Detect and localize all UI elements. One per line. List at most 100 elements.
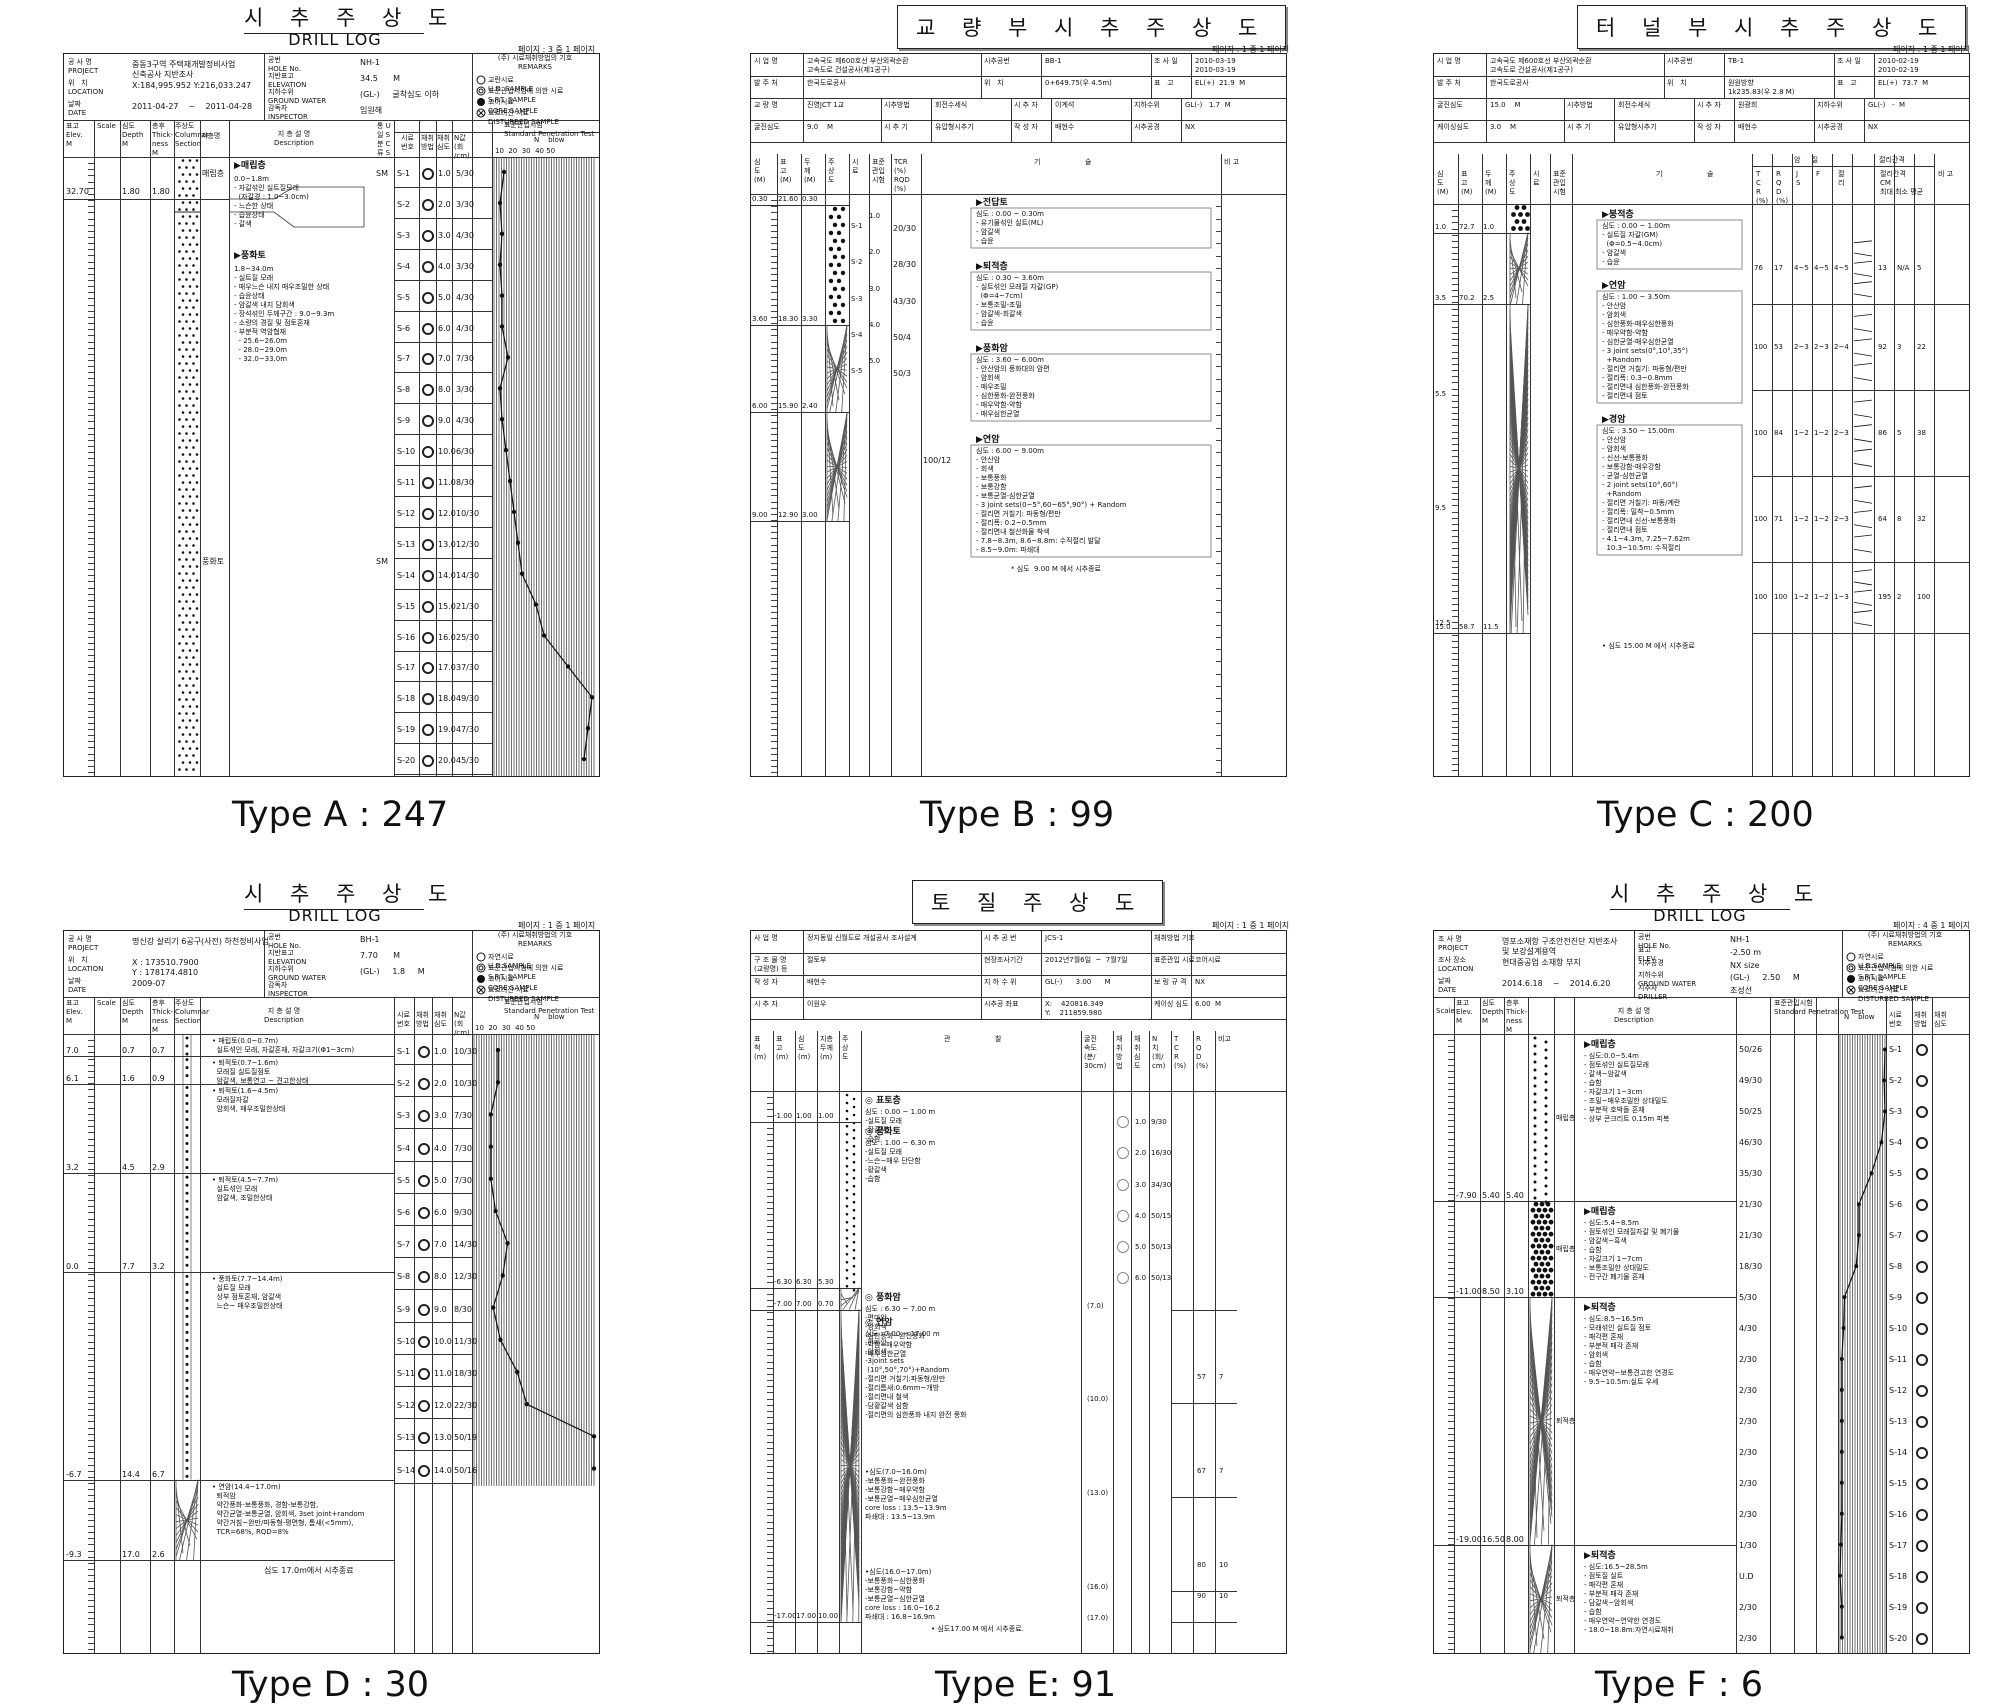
columnar-pattern — [178, 180, 181, 183]
column-header: 표 척 (m) — [754, 1035, 767, 1061]
columnar-pattern — [195, 593, 199, 596]
scale-tick — [88, 1359, 94, 1361]
core-run-value: 1~2 — [1814, 514, 1829, 523]
gravel-pattern — [1536, 1267, 1542, 1273]
scale-tick — [771, 452, 777, 454]
scale-tick — [771, 421, 777, 423]
column-header: 주 상 도 — [1509, 170, 1516, 196]
scale-tick — [88, 175, 94, 177]
scale-tick — [767, 1103, 773, 1105]
gravel-pattern — [1536, 1219, 1542, 1225]
legend-label: 교란시료 U.D. SAMPLE — [488, 76, 534, 93]
header-key: 감독자 INSPECTOR — [268, 104, 308, 121]
scale-tick — [1448, 1470, 1454, 1472]
scale-tick — [1452, 628, 1458, 630]
scale-tick — [767, 1380, 773, 1382]
rock-hatch — [175, 1493, 191, 1547]
layer-thickness: 0.9 — [152, 1073, 165, 1083]
core-run-depth: (17.0) — [1087, 1613, 1109, 1622]
scale-tick — [1452, 677, 1458, 679]
columnar-pattern — [185, 488, 188, 491]
columnar-pattern — [185, 1410, 189, 1414]
sample-row-line — [394, 1160, 472, 1162]
spt-sample-icon — [422, 415, 434, 428]
scale-tick — [1448, 1482, 1454, 1484]
scale-tick — [1448, 1200, 1454, 1202]
header-value: 이계석 — [1055, 101, 1075, 109]
layer-depth: 3.60 — [752, 314, 768, 323]
remark-tick — [1216, 427, 1222, 429]
columnar-pattern — [185, 320, 188, 323]
rock-hatch — [840, 1309, 860, 1622]
sample-depth: 5.0 — [438, 292, 451, 302]
scale-tick — [771, 698, 777, 700]
scale-tick — [1448, 1138, 1454, 1140]
scale-tick — [88, 1538, 94, 1540]
rule-line — [1864, 120, 1865, 142]
col-scale: Scale — [97, 999, 116, 1007]
columnar-pattern — [188, 607, 192, 610]
core-run-value: 1~2 — [1794, 428, 1809, 437]
columnar-pattern — [178, 698, 181, 701]
sample-row-line — [394, 526, 492, 528]
columnar-pattern — [181, 733, 185, 736]
gravel-pattern — [1539, 1201, 1545, 1207]
scale-tick — [1452, 437, 1458, 439]
sample-n-value: 50/26 — [1739, 1045, 1763, 1055]
columnar-pattern — [185, 1434, 189, 1438]
scale-tick — [88, 704, 94, 706]
sample-depth: 1.0 — [434, 1047, 447, 1057]
sample-number: S-10 — [397, 1336, 416, 1346]
columnar-pattern — [185, 208, 188, 211]
scale-tick — [771, 224, 777, 226]
core-run-value: 53 — [1774, 343, 1783, 351]
scale-tick — [767, 1595, 773, 1597]
header-key: 공번 HOLE No. — [268, 933, 301, 950]
columnar-pattern — [178, 530, 181, 533]
columnar-pattern — [195, 761, 199, 764]
scale-tick — [88, 1427, 94, 1429]
columnar-pattern — [181, 383, 185, 386]
columnar-pattern — [1544, 1048, 1548, 1052]
header-value: 고속국도 제600호선 부산외곽순환 고속도로 건설공사(제1공구) — [1490, 57, 1592, 74]
columnar-pattern — [1544, 1136, 1548, 1140]
sample-number: S-13 — [397, 539, 416, 549]
scale-tick — [767, 1447, 773, 1449]
rule-line — [921, 154, 922, 776]
remark-tick — [1216, 661, 1222, 663]
columnar-pattern — [185, 334, 188, 337]
columnar-pattern — [188, 397, 192, 400]
gravel-pattern — [1533, 1225, 1539, 1231]
columnar-pattern — [185, 1362, 189, 1366]
scale-tick — [1448, 1427, 1454, 1429]
columnar-pattern — [178, 558, 181, 561]
core-run-value: 76 — [1754, 264, 1763, 273]
core-run-value: 100 — [1754, 593, 1768, 602]
sample-row-line — [394, 1128, 472, 1130]
scale-tick — [771, 335, 777, 337]
header-value: 진영JCT 1교 — [807, 101, 845, 109]
scale-tick — [767, 1472, 773, 1474]
description-box — [970, 207, 1212, 249]
columnar-pattern — [185, 1354, 189, 1358]
sample-n-value: 3/30 — [456, 199, 474, 209]
scale-tick — [771, 759, 777, 761]
scale-tick — [1448, 1249, 1454, 1251]
columnar-pattern — [181, 467, 185, 470]
core-run-value: 4~5 — [1814, 264, 1829, 273]
scale-tick — [1452, 714, 1458, 716]
scale-tick — [88, 710, 94, 712]
sample-number: S-15 — [1889, 1478, 1908, 1488]
columnar-pattern — [195, 341, 199, 344]
log-e-sheet: 사 업 명 정지동일 신월도로 개설공사 조사설계 시 추 공 번 JCS-1 채취방법… — [750, 930, 1287, 1654]
scale-tick — [1448, 1649, 1454, 1650]
scale-tick — [1448, 1089, 1454, 1091]
scale-tick — [767, 1177, 773, 1179]
sample-number: S-19 — [397, 725, 416, 735]
scale-tick — [767, 1435, 773, 1437]
remark-tick — [1216, 599, 1222, 601]
layer-thickness: 11.5 — [1483, 623, 1499, 631]
scale-tick — [767, 1170, 773, 1172]
header-value: 2010-02-19 2010-02-19 — [1878, 57, 1919, 74]
spt-n-point — [1839, 1604, 1844, 1609]
